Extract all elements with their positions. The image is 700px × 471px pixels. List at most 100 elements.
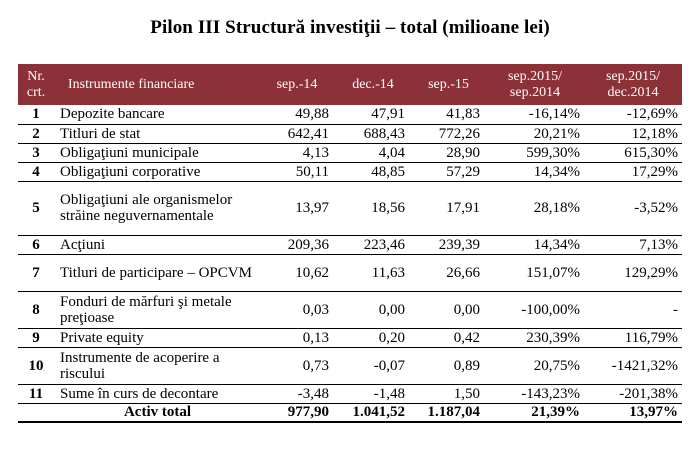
- row-number: 1: [18, 105, 54, 125]
- row-value-sep-14: -3,48: [259, 384, 335, 404]
- total-change-sep: 21,39%: [486, 403, 584, 423]
- row-value-sep-14: 209,36: [259, 235, 335, 255]
- row-value-dec-14: -1,48: [335, 384, 411, 404]
- row-value-dec-14: 0,00: [335, 291, 411, 329]
- row-value-dec-14: 11,63: [335, 254, 411, 292]
- header-dec-14: dec.-14: [352, 76, 394, 92]
- row-instrument-name: Obligaţiuni corporative: [54, 162, 259, 182]
- row-change-sep: -100,00%: [486, 291, 584, 329]
- row-instrument-name: Sume în curs de decontare: [54, 384, 259, 404]
- row-change-sep: -16,14%: [486, 105, 584, 125]
- row-instrument-name: Obligaţiuni municipale: [54, 143, 259, 163]
- table-row: 2 Titluri de stat 642,41 688,43 772,26 20,21%…: [18, 124, 682, 144]
- row-number: 10: [18, 347, 54, 385]
- row-value-dec-14: -0,07: [335, 347, 411, 385]
- row-value-sep-15: 0,00: [411, 291, 486, 329]
- row-number: 9: [18, 328, 54, 348]
- header-sep-15: sep.-15: [428, 76, 469, 92]
- table-row: 3 Obligaţiuni municipale 4,13 4,04 28,90 599,…: [18, 143, 682, 163]
- row-value-sep-14: 0,03: [259, 291, 335, 329]
- row-instrument-name: Obligaţiuni ale organismelor străine neg…: [54, 181, 259, 236]
- row-value-dec-14: 18,56: [335, 181, 411, 236]
- row-change-dec: -201,38%: [584, 384, 682, 404]
- table-header-row: Nr. crt. Instrumente financiare sep.-14 …: [18, 64, 682, 105]
- row-value-dec-14: 47,91: [335, 105, 411, 125]
- row-change-dec: 615,30%: [584, 143, 682, 163]
- row-number: 2: [18, 124, 54, 144]
- row-value-sep-14: 4,13: [259, 143, 335, 163]
- header-change-sep: sep.2015/ sep.2014: [507, 68, 563, 100]
- row-value-sep-15: 17,91: [411, 181, 486, 236]
- row-change-dec: 12,18%: [584, 124, 682, 144]
- row-instrument-name: Private equity: [54, 328, 259, 348]
- row-value-dec-14: 688,43: [335, 124, 411, 144]
- table-row: 8 Fonduri de mărfuri şi metale preţioase 0…: [18, 291, 682, 329]
- total-label: Activ total: [54, 403, 259, 423]
- row-value-sep-14: 13,97: [259, 181, 335, 236]
- row-number: 3: [18, 143, 54, 163]
- row-value-dec-14: 223,46: [335, 235, 411, 255]
- row-instrument-name: Instrumente de acoperire a riscului: [54, 347, 259, 385]
- row-value-sep-15: 239,39: [411, 235, 486, 255]
- row-value-sep-15: 28,90: [411, 143, 486, 163]
- row-change-dec: 17,29%: [584, 162, 682, 182]
- row-value-sep-14: 50,11: [259, 162, 335, 182]
- row-value-sep-14: 10,62: [259, 254, 335, 292]
- row-value-sep-14: 49,88: [259, 105, 335, 125]
- header-nr: Nr. crt.: [26, 68, 46, 100]
- table-row: 1 Depozite bancare 49,88 47,91 41,83 -16,14% -…: [18, 105, 682, 125]
- total-number: [18, 403, 54, 423]
- row-change-sep: -143,23%: [486, 384, 584, 404]
- row-number: 6: [18, 235, 54, 255]
- row-number: 7: [18, 254, 54, 292]
- row-change-dec: 7,13%: [584, 235, 682, 255]
- row-change-dec: -: [584, 291, 682, 329]
- row-value-sep-14: 0,13: [259, 328, 335, 348]
- table-row: 9 Private equity 0,13 0,20 0,42 230,39% 116,79…: [18, 328, 682, 348]
- row-change-sep: 20,21%: [486, 124, 584, 144]
- row-change-sep: 151,07%: [486, 254, 584, 292]
- row-value-sep-14: 0,73: [259, 347, 335, 385]
- table-row: 11 Sume în curs de decontare -3,48 -1,48 1,5…: [18, 384, 682, 404]
- row-change-sep: 20,75%: [486, 347, 584, 385]
- total-sep-15: 1.187,04: [411, 403, 486, 423]
- row-change-dec: 116,79%: [584, 328, 682, 348]
- row-change-sep: 230,39%: [486, 328, 584, 348]
- row-change-sep: 14,34%: [486, 235, 584, 255]
- table-row: 10 Instrumente de acoperire a riscului 0,7…: [18, 347, 682, 385]
- row-value-dec-14: 0,20: [335, 328, 411, 348]
- total-change-dec: 13,97%: [584, 403, 682, 423]
- total-row: Activ total 977,90 1.041,52 1.187,04 21,39% 1…: [18, 403, 682, 423]
- row-value-dec-14: 4,04: [335, 143, 411, 163]
- total-dec-14: 1.041,52: [335, 403, 411, 423]
- row-value-sep-15: 0,42: [411, 328, 486, 348]
- row-value-sep-15: 772,26: [411, 124, 486, 144]
- header-sep-14: sep.-14: [276, 76, 318, 92]
- row-value-sep-15: 41,83: [411, 105, 486, 125]
- table-row: 5 Obligaţiuni ale organismelor străine ne…: [18, 181, 682, 236]
- row-change-dec: -3,52%: [584, 181, 682, 236]
- row-instrument-name: Depozite bancare: [54, 105, 259, 125]
- header-change-dec: sep.2015/ dec.2014: [605, 68, 661, 100]
- row-number: 11: [18, 384, 54, 404]
- total-sep-14: 977,90: [259, 403, 335, 423]
- table-row: 4 Obligaţiuni corporative 50,11 48,85 57,29 1…: [18, 162, 682, 182]
- row-change-dec: -12,69%: [584, 105, 682, 125]
- row-number: 5: [18, 181, 54, 236]
- row-change-sep: 28,18%: [486, 181, 584, 236]
- row-value-sep-15: 1,50: [411, 384, 486, 404]
- row-change-dec: -1421,32%: [584, 347, 682, 385]
- row-change-sep: 14,34%: [486, 162, 584, 182]
- row-number: 8: [18, 291, 54, 329]
- row-instrument-name: Titluri de stat: [54, 124, 259, 144]
- row-value-sep-15: 0,89: [411, 347, 486, 385]
- page-title: Pilon III Structură investiţii – total (…: [150, 17, 550, 38]
- row-value-sep-15: 57,29: [411, 162, 486, 182]
- table-row: 7 Titluri de participare – OPCVM 10,62 11,6…: [18, 254, 682, 292]
- row-value-sep-15: 26,66: [411, 254, 486, 292]
- investments-table: Nr. crt. Instrumente financiare sep.-14 …: [18, 64, 682, 423]
- row-instrument-name: Titluri de participare – OPCVM: [54, 254, 259, 292]
- row-value-dec-14: 48,85: [335, 162, 411, 182]
- row-change-dec: 129,29%: [584, 254, 682, 292]
- row-change-sep: 599,30%: [486, 143, 584, 163]
